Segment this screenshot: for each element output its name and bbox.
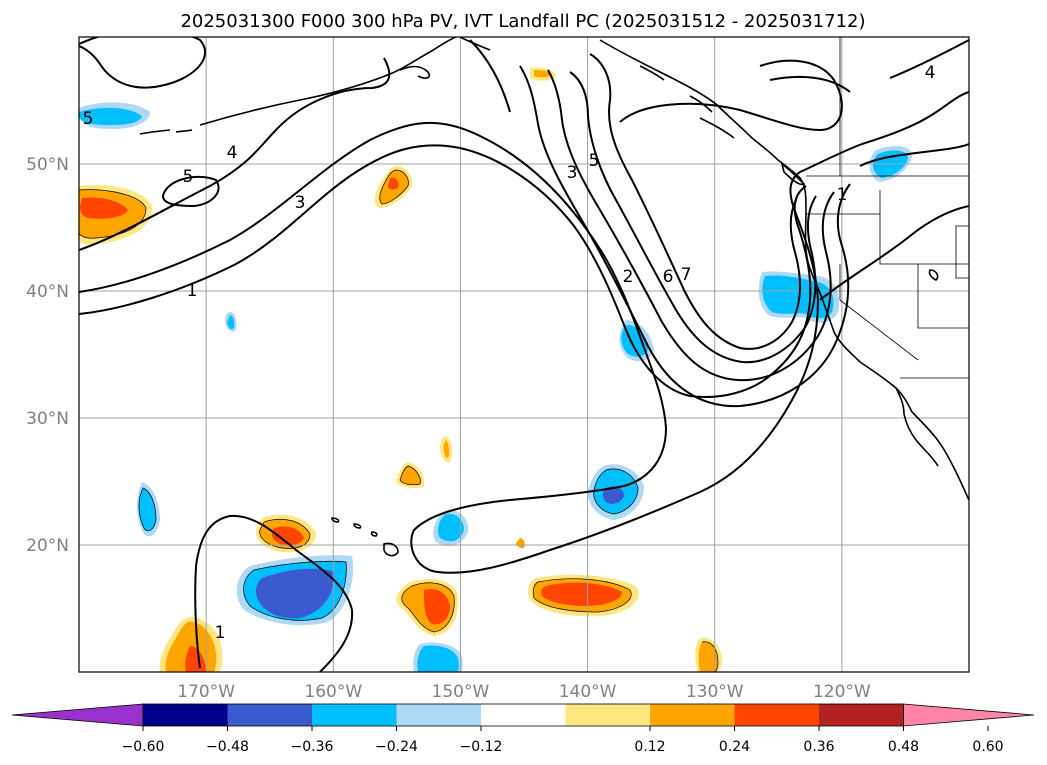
lon-tick-label: 140°W <box>559 682 617 702</box>
contour-label: 7 <box>681 265 692 285</box>
contour-label: 1 <box>215 623 226 643</box>
lon-tick-label: 120°W <box>813 682 871 702</box>
colorbar-segment <box>650 704 735 726</box>
colorbar-extend-min <box>11 703 144 727</box>
map-title: 2025031300 F000 300 hPa PV, IVT Landfall… <box>180 11 865 32</box>
colorbar-extend-max <box>903 703 1035 727</box>
colorbar-segment <box>481 704 566 726</box>
contour-label: 2 <box>623 267 634 287</box>
contour-label-group: 5 5 4 3 1 3 5 2 6 7 4 1 1 <box>83 63 936 643</box>
lon-tick-label: 170°W <box>177 682 235 702</box>
colorbar-tick-label: −0.24 <box>375 739 418 755</box>
lon-tick-label: 150°W <box>432 682 490 702</box>
colorbar-tick-label: 0.36 <box>803 739 834 755</box>
contour-label: 5 <box>589 151 600 171</box>
colorbar-tick-label: 0.48 <box>888 739 919 755</box>
lon-tick-label: 130°W <box>686 682 744 702</box>
colorbar-segment <box>565 704 650 726</box>
lat-tick-label: 30°N <box>26 409 69 429</box>
colorbar-tick-label: 0.60 <box>972 739 1003 755</box>
shade-outlines <box>79 169 719 672</box>
contour-label: 4 <box>925 63 936 83</box>
lat-tick-label: 50°N <box>26 155 69 175</box>
colorbar-tick-label: −0.48 <box>206 739 249 755</box>
latitude-labels: 50°N 40°N 30°N 20°N <box>26 155 69 556</box>
colorbar: −0.60 −0.48 −0.36 −0.24 −0.12 0.12 0.24 0.36 0.4… <box>11 703 1035 755</box>
contour-label: 4 <box>227 143 238 163</box>
contour-label: 5 <box>83 109 94 129</box>
map-panel: 5 5 4 3 1 3 5 2 6 7 4 1 1 <box>78 36 970 673</box>
colorbar-segment <box>143 704 228 726</box>
colorbar-tick-label: 0.12 <box>634 739 665 755</box>
colorbar-segment <box>396 704 481 726</box>
colorbar-segment <box>819 704 904 726</box>
contour-label: 5 <box>183 167 194 187</box>
contour-label: 6 <box>663 267 674 287</box>
lon-tick-label: 160°W <box>304 682 362 702</box>
colorbar-segment <box>312 704 397 726</box>
gridlines <box>79 37 969 672</box>
colorbar-segment <box>227 704 312 726</box>
contour-label: 1 <box>837 185 848 205</box>
contour-label: 3 <box>295 193 306 213</box>
contour-label: 1 <box>187 281 198 301</box>
colorbar-tick-label: −0.12 <box>460 739 503 755</box>
colorbar-tick-label: −0.60 <box>122 739 165 755</box>
colorbar-tick-label: −0.36 <box>291 739 334 755</box>
pv-contours <box>79 37 969 672</box>
colorbar-segment <box>734 704 819 726</box>
lat-tick-label: 40°N <box>26 282 69 302</box>
colorbar-tick-label: 0.24 <box>719 739 750 755</box>
longitude-labels: 170°W 160°W 150°W 140°W 130°W 120°W <box>177 682 871 702</box>
lat-tick-label: 20°N <box>26 536 69 556</box>
contour-label: 3 <box>567 163 578 183</box>
